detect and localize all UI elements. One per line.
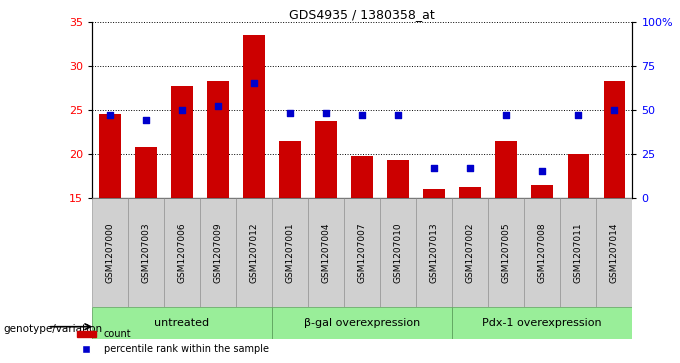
FancyBboxPatch shape bbox=[92, 307, 272, 339]
Text: GSM1207005: GSM1207005 bbox=[502, 222, 511, 283]
Bar bbox=[352, 156, 373, 198]
Bar bbox=[207, 81, 228, 198]
Text: GSM1207014: GSM1207014 bbox=[610, 222, 619, 282]
Point bbox=[609, 107, 619, 113]
Text: GSM1207001: GSM1207001 bbox=[286, 222, 294, 283]
Point bbox=[284, 110, 295, 116]
Text: GSM1207002: GSM1207002 bbox=[466, 222, 475, 282]
Text: GSM1207004: GSM1207004 bbox=[322, 222, 330, 282]
Bar bbox=[279, 140, 301, 198]
Point bbox=[428, 165, 439, 171]
FancyBboxPatch shape bbox=[164, 198, 200, 307]
FancyBboxPatch shape bbox=[128, 198, 164, 307]
FancyBboxPatch shape bbox=[236, 198, 272, 307]
Bar bbox=[316, 121, 337, 198]
Bar bbox=[243, 35, 265, 198]
Bar bbox=[496, 140, 517, 198]
Text: untreated: untreated bbox=[154, 318, 209, 328]
Text: Pdx-1 overexpression: Pdx-1 overexpression bbox=[483, 318, 602, 328]
Text: GSM1207012: GSM1207012 bbox=[250, 222, 258, 282]
Point bbox=[212, 103, 223, 109]
FancyBboxPatch shape bbox=[488, 198, 524, 307]
Bar bbox=[99, 114, 120, 198]
FancyBboxPatch shape bbox=[380, 198, 416, 307]
Point bbox=[248, 81, 259, 86]
Bar bbox=[604, 81, 625, 198]
Point bbox=[320, 110, 331, 116]
Point bbox=[464, 165, 475, 171]
Bar bbox=[424, 189, 445, 198]
Point bbox=[356, 112, 367, 118]
Text: GSM1207010: GSM1207010 bbox=[394, 222, 403, 283]
Text: GSM1207011: GSM1207011 bbox=[574, 222, 583, 283]
Point bbox=[537, 168, 547, 174]
Text: genotype/variation: genotype/variation bbox=[3, 323, 103, 334]
FancyBboxPatch shape bbox=[92, 198, 128, 307]
FancyBboxPatch shape bbox=[272, 307, 452, 339]
FancyBboxPatch shape bbox=[200, 198, 236, 307]
FancyBboxPatch shape bbox=[416, 198, 452, 307]
Bar bbox=[171, 86, 192, 198]
Point bbox=[105, 112, 116, 118]
Text: GSM1207003: GSM1207003 bbox=[141, 222, 150, 283]
Point bbox=[573, 112, 583, 118]
Text: GSM1207008: GSM1207008 bbox=[538, 222, 547, 283]
Bar bbox=[135, 147, 156, 198]
Point bbox=[500, 112, 511, 118]
Text: GSM1207000: GSM1207000 bbox=[105, 222, 114, 283]
Legend: count, percentile rank within the sample: count, percentile rank within the sample bbox=[73, 326, 273, 358]
Bar bbox=[388, 160, 409, 198]
Text: GSM1207009: GSM1207009 bbox=[214, 222, 222, 283]
Bar bbox=[460, 187, 481, 198]
FancyBboxPatch shape bbox=[272, 198, 308, 307]
Title: GDS4935 / 1380358_at: GDS4935 / 1380358_at bbox=[289, 8, 435, 21]
Bar bbox=[568, 154, 589, 198]
Point bbox=[141, 118, 152, 123]
FancyBboxPatch shape bbox=[308, 198, 344, 307]
FancyBboxPatch shape bbox=[524, 198, 560, 307]
FancyBboxPatch shape bbox=[560, 198, 596, 307]
Text: GSM1207013: GSM1207013 bbox=[430, 222, 439, 283]
FancyBboxPatch shape bbox=[452, 198, 488, 307]
FancyBboxPatch shape bbox=[596, 198, 632, 307]
Bar bbox=[532, 185, 553, 198]
Point bbox=[392, 112, 403, 118]
FancyBboxPatch shape bbox=[344, 198, 380, 307]
Text: β-gal overexpression: β-gal overexpression bbox=[304, 318, 420, 328]
FancyBboxPatch shape bbox=[452, 307, 632, 339]
Point bbox=[176, 107, 187, 113]
Text: GSM1207006: GSM1207006 bbox=[177, 222, 186, 283]
Text: GSM1207007: GSM1207007 bbox=[358, 222, 367, 283]
